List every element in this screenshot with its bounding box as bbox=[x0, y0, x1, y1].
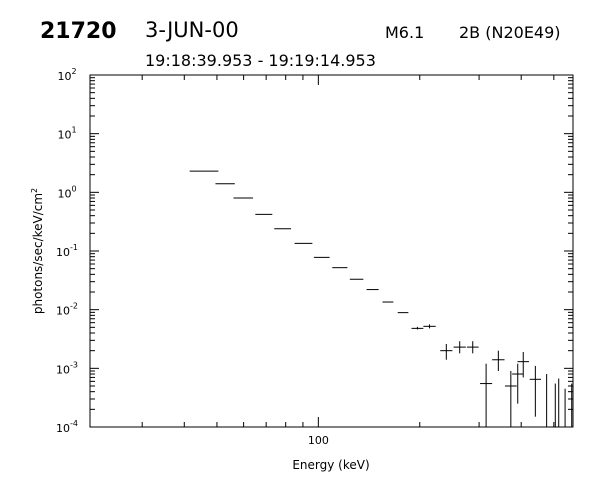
y-tick-label: 10-2 bbox=[56, 302, 78, 318]
plot-frame bbox=[89, 74, 574, 428]
y-tick-label-exp: 2 bbox=[71, 67, 76, 76]
y-tick-label-base: 10 bbox=[56, 422, 70, 435]
y-tick-label-exp: -3 bbox=[70, 360, 78, 369]
y-tick-label: 10-3 bbox=[56, 360, 78, 376]
y-tick-label-exp: -2 bbox=[70, 302, 78, 311]
flare-date: 3-JUN-00 bbox=[145, 18, 239, 42]
y-tick-label: 102 bbox=[57, 67, 76, 83]
data-point bbox=[529, 365, 541, 417]
event-id: 21720 bbox=[40, 19, 117, 44]
data-point bbox=[453, 341, 466, 354]
y-tick-label-base: 10 bbox=[57, 70, 71, 83]
data-point bbox=[517, 351, 530, 378]
y-tick-label-exp: 1 bbox=[71, 126, 76, 135]
y-tick-label: 101 bbox=[57, 126, 76, 142]
data-point bbox=[480, 363, 493, 427]
goes-class: M6.1 bbox=[385, 23, 424, 42]
y-axis-label-base: photons/sec/keV/cm bbox=[31, 193, 45, 314]
data-point bbox=[440, 343, 453, 360]
y-tick-label-base: 10 bbox=[56, 363, 70, 376]
time-range: 19:18:39.953 - 19:19:14.953 bbox=[145, 51, 376, 70]
data-point bbox=[411, 326, 424, 330]
y-axis-label: photons/sec/keV/cm2 bbox=[30, 188, 45, 314]
y-tick-label: 100 bbox=[57, 184, 76, 200]
y-tick-label-exp: -1 bbox=[70, 243, 78, 252]
data-point bbox=[492, 350, 505, 372]
y-axis-label-sup: 2 bbox=[30, 188, 39, 193]
data-point bbox=[504, 371, 517, 427]
flare-info: 2B (N20E49) bbox=[459, 23, 561, 42]
y-tick-label-exp: 0 bbox=[71, 184, 76, 193]
axis-ticks bbox=[90, 74, 573, 428]
data-point bbox=[466, 341, 479, 354]
y-tick-label-base: 10 bbox=[56, 305, 70, 318]
y-tick-label-base: 10 bbox=[57, 129, 71, 142]
data-marks bbox=[189, 170, 573, 427]
y-tick-label-base: 10 bbox=[56, 246, 70, 259]
x-tick-label: 100 bbox=[308, 434, 329, 447]
y-tick-label-base: 10 bbox=[57, 187, 71, 200]
y-tick-label: 10-4 bbox=[56, 419, 78, 435]
data-point bbox=[512, 363, 524, 404]
data-point bbox=[423, 324, 436, 329]
x-axis-label: Energy (keV) bbox=[292, 458, 369, 472]
y-tick-label: 10-1 bbox=[56, 243, 78, 259]
y-tick-label-exp: -4 bbox=[70, 419, 78, 428]
